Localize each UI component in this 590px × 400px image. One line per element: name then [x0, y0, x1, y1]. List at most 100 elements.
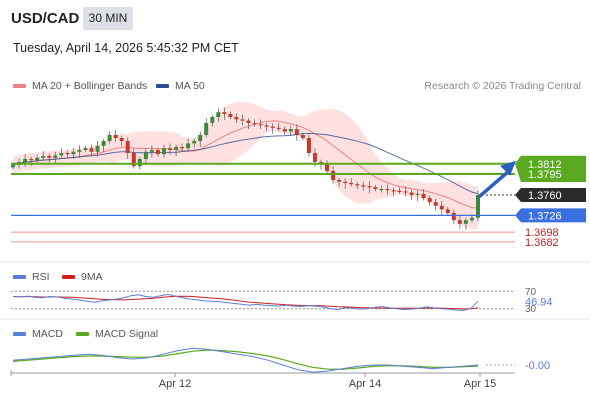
candle-body — [367, 186, 372, 188]
candle-body — [294, 129, 299, 135]
candle-body — [312, 153, 317, 162]
legend-rsi-swatch — [13, 275, 26, 280]
candle-body — [65, 153, 70, 155]
macd-line — [12, 347, 479, 373]
candle-body — [186, 143, 191, 149]
candle-body — [174, 147, 179, 150]
candle-body — [409, 192, 414, 195]
candle-body — [445, 209, 450, 213]
candle-body — [337, 180, 342, 182]
legend-rsi-ma: 9MA — [62, 271, 103, 283]
candle-body — [162, 148, 166, 155]
candle-body — [415, 193, 420, 195]
candle-body — [204, 123, 209, 135]
candle-body — [125, 141, 130, 153]
pivot-label: 1.3726 — [528, 210, 562, 222]
candle-body — [457, 220, 462, 224]
candle-body — [421, 193, 426, 198]
candle-body — [270, 126, 275, 128]
rsi-ma-line — [12, 295, 479, 310]
rsi-line — [12, 293, 479, 311]
candle-body — [192, 141, 197, 144]
candle-body — [476, 195, 480, 218]
candle-body — [149, 150, 154, 152]
legend-macd-signal-swatch — [76, 332, 89, 337]
legend-macd: MACD — [13, 328, 63, 340]
candle-body — [143, 151, 148, 159]
candle-body — [276, 127, 281, 129]
candle-body — [325, 163, 329, 171]
time-tick-label: Apr 15 — [464, 378, 496, 390]
legend-macd-signal-label: MACD Signal — [95, 328, 159, 340]
candle-body — [47, 156, 52, 158]
candle-body — [288, 129, 293, 132]
candle-body — [210, 117, 215, 123]
legend-bollinger-swatch — [13, 84, 26, 89]
candle-body — [137, 159, 142, 167]
candle-body — [252, 123, 257, 125]
macd-panel: -0.00 — [12, 347, 550, 373]
candle-body — [180, 147, 185, 149]
candle-body — [222, 112, 227, 114]
symbol-title: USD/CAD — [11, 10, 80, 27]
ma50-line — [12, 132, 479, 195]
legend-rsi-label: RSI — [32, 271, 50, 283]
legend-macd-signal: MACD Signal — [76, 328, 158, 340]
candle-body — [397, 190, 402, 192]
chart-datetime: Tuesday, April 14, 2026 5:45:32 PM CET — [13, 41, 239, 55]
bollinger-bands — [13, 101, 478, 230]
candle-body — [355, 184, 360, 186]
timeframe-badge[interactable]: 30 MIN — [83, 7, 133, 30]
candle-body — [228, 114, 233, 117]
candle-body — [168, 148, 172, 150]
support-2-label: 1.3682 — [525, 237, 559, 249]
candle-body — [113, 135, 118, 138]
candle-body — [23, 159, 28, 162]
candle-body — [463, 220, 468, 224]
candle-body — [11, 165, 15, 168]
legend-ma50: MA 50 — [156, 80, 205, 92]
legend-macd-swatch — [13, 332, 26, 337]
resistance-2-label: 1.3812 — [528, 159, 562, 171]
candle-body — [216, 112, 221, 117]
candle-body — [379, 189, 384, 191]
candle-body — [198, 135, 203, 141]
bollinger-band-area — [13, 101, 478, 230]
candle-body — [101, 141, 106, 146]
candle-body — [77, 150, 82, 152]
moving-averages — [12, 120, 479, 209]
candle-body — [95, 145, 100, 152]
candle-body — [53, 155, 58, 158]
pivot-tag — [515, 208, 586, 223]
candle-body — [306, 138, 311, 153]
resistance-tag — [515, 155, 586, 182]
last-tag — [515, 188, 586, 202]
legend-rsi-ma-label: 9MA — [81, 271, 103, 283]
rsi-last-label: 46.94 — [525, 296, 553, 308]
legend-bollinger: MA 20 + Bollinger Bands — [13, 80, 147, 92]
candle-body — [240, 119, 245, 121]
candle-body — [258, 124, 263, 126]
candle-body — [264, 125, 269, 127]
legend-macd-label: MACD — [32, 328, 63, 340]
candle-body — [29, 159, 34, 161]
candles — [11, 107, 480, 230]
candle-body — [300, 135, 305, 138]
candle-body — [391, 190, 396, 192]
candle-body — [35, 157, 40, 161]
candle-body — [131, 153, 136, 167]
rsi-tick-30: 30 — [525, 304, 537, 315]
resistance-1-label: 1.3795 — [528, 169, 562, 181]
candle-body — [282, 129, 287, 132]
candle-body — [119, 138, 124, 141]
candle-body — [403, 191, 408, 193]
rsi-tick-70: 70 — [525, 287, 537, 298]
legend-ma50-label: MA 50 — [175, 80, 205, 92]
candle-body — [427, 198, 432, 203]
candle-body — [107, 135, 112, 141]
candle-body — [331, 171, 336, 180]
candle-body — [451, 213, 456, 221]
